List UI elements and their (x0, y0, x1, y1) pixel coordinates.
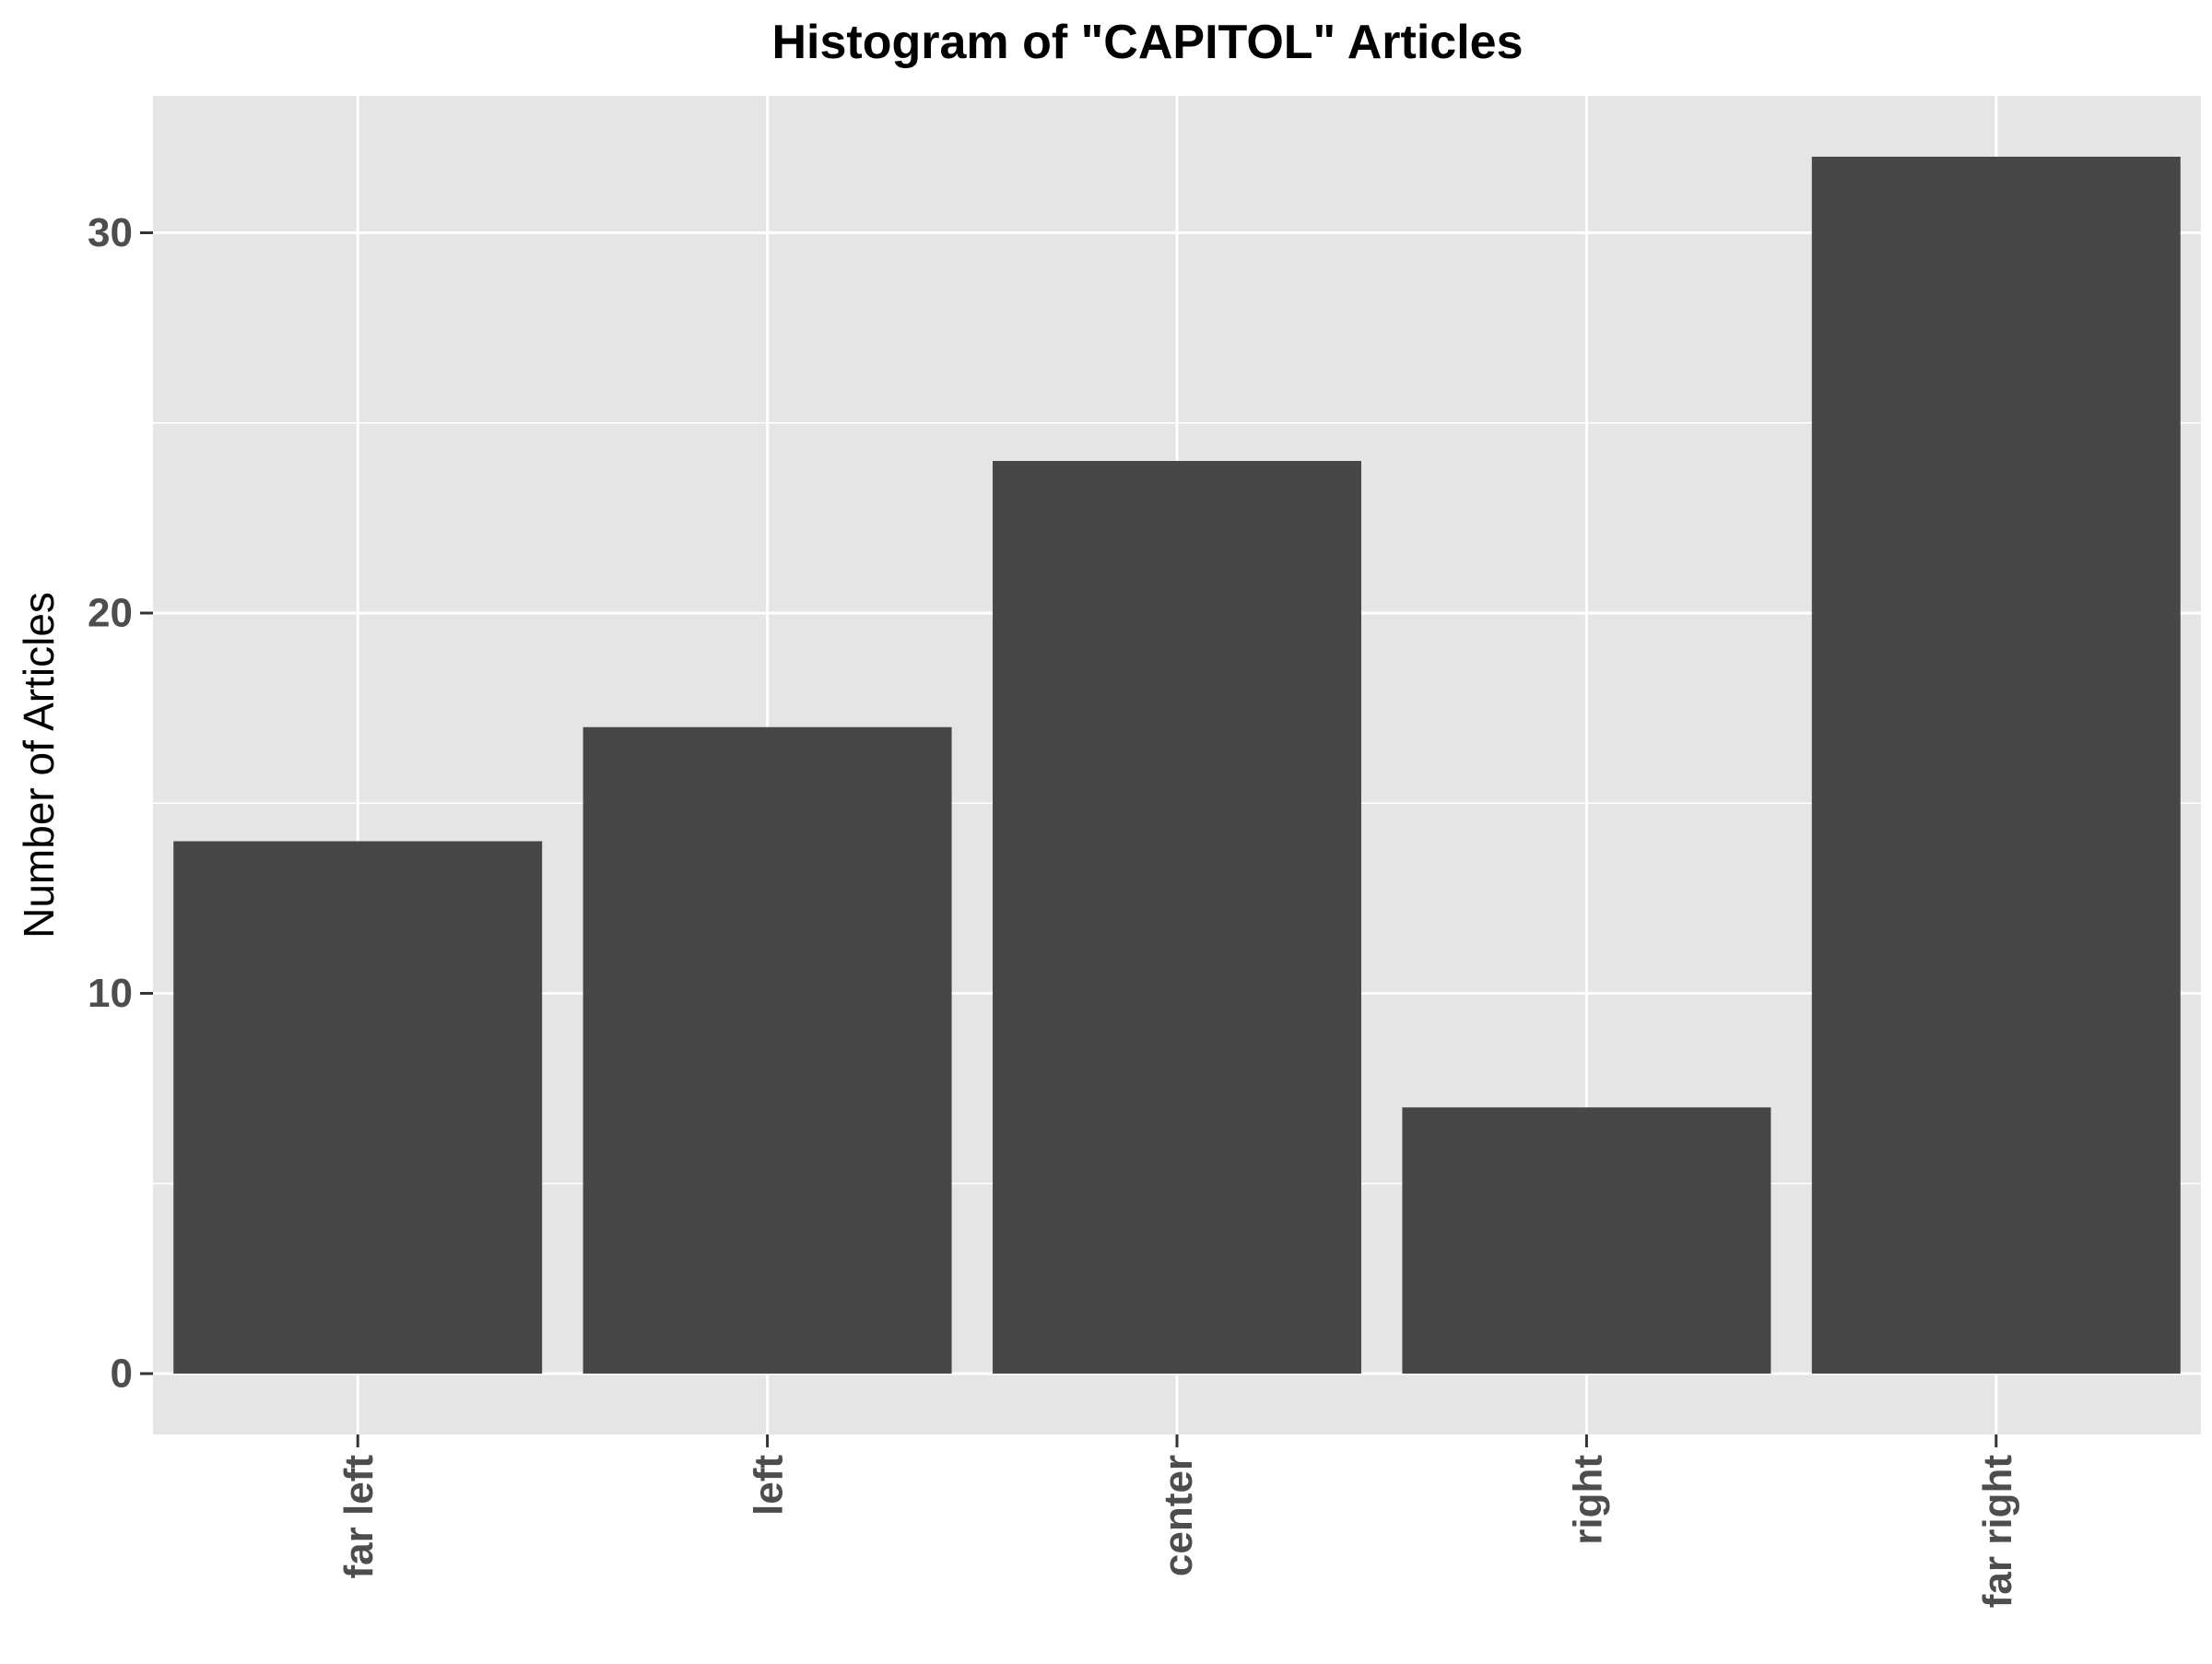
bar-center (993, 461, 1361, 1374)
bar-far-left (173, 841, 543, 1374)
chart-title: Histogram of "CAPITOL" Articles (772, 16, 1524, 69)
y-axis-title: Number of Articles (15, 592, 63, 938)
bar-left (582, 726, 952, 1374)
y-tick-label: 30 (88, 210, 133, 255)
x-tick-label: far right (1975, 1455, 2020, 1609)
x-tick-label: right (1565, 1455, 1610, 1545)
x-axis: far left left center right far right (336, 1434, 2020, 1608)
y-tick-label: 10 (88, 971, 133, 1016)
y-tick-label: 20 (88, 591, 133, 636)
bars (173, 157, 2181, 1374)
x-tick-label: center (1156, 1455, 1201, 1576)
x-tick-label: left (747, 1455, 792, 1516)
y-tick-label: 0 (111, 1351, 133, 1397)
bar-far-right (1811, 157, 2181, 1374)
x-tick-label: far left (336, 1455, 382, 1579)
y-axis: 0 10 20 30 (88, 210, 153, 1397)
bar-right (1402, 1107, 1771, 1374)
